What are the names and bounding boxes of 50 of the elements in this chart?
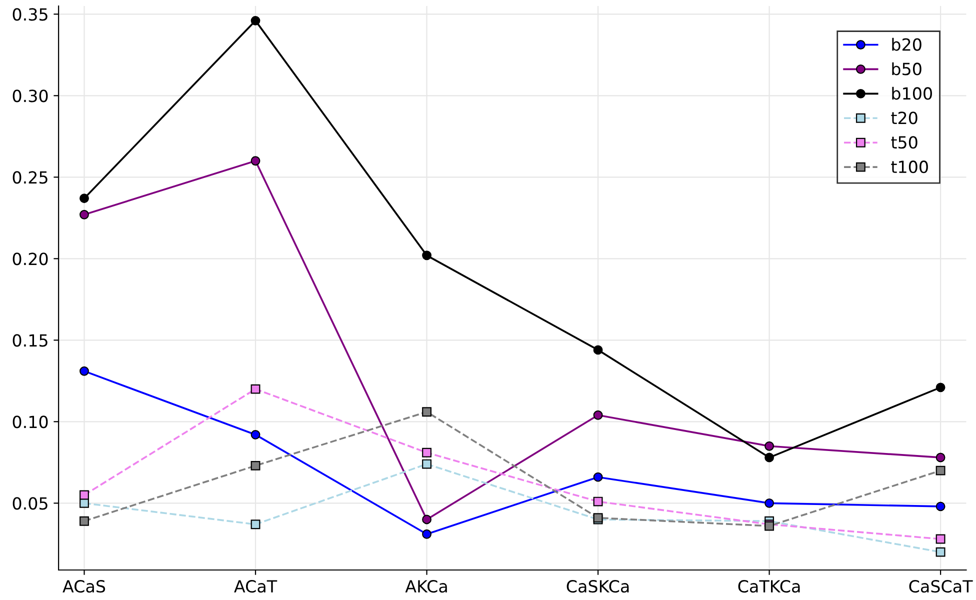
point (936, 452, 946, 462)
y-tick-label: 0.20 (12, 252, 48, 266)
point (422, 448, 432, 458)
legend-label: b20 (892, 38, 922, 51)
point (80, 194, 89, 204)
legend-label: b50 (892, 62, 922, 76)
y-tick-label: 0.05 (12, 497, 48, 510)
y-tick-label: 0.30 (12, 90, 48, 102)
point (80, 490, 89, 500)
x-tick-label: CaSKCa (566, 580, 629, 593)
point (593, 345, 603, 355)
x-tick-label: ACaS (62, 580, 106, 593)
point (764, 452, 774, 462)
point (80, 516, 89, 526)
point (593, 410, 603, 420)
point (936, 502, 946, 512)
x-tick-label: CaTKCa (738, 580, 800, 593)
legend-label: t20 (891, 112, 918, 124)
point (936, 466, 946, 476)
point (936, 534, 946, 544)
point (80, 366, 89, 376)
x-tick-label: ACaT (234, 580, 278, 593)
point (422, 514, 432, 524)
point (764, 441, 774, 451)
point (764, 498, 774, 508)
x-tick-label: CaSCaT (909, 580, 973, 593)
point (422, 407, 432, 417)
point (250, 384, 260, 394)
point (80, 210, 89, 220)
y-tick-label: 0.15 (12, 334, 48, 347)
point (250, 16, 260, 26)
legend-label: b100 (892, 86, 932, 100)
point (422, 459, 432, 469)
legend-label: t50 (891, 136, 918, 149)
point (250, 520, 260, 530)
point (250, 430, 260, 440)
point (936, 547, 946, 557)
y-tick-label: 0.35 (12, 8, 48, 21)
point (422, 250, 432, 260)
y-tick-label: 0.10 (12, 416, 48, 428)
point (250, 460, 260, 470)
point (936, 382, 946, 392)
point (422, 529, 432, 539)
x-tick-label: AKCa (405, 580, 447, 593)
point (593, 496, 603, 506)
y-tick-label: 0.25 (12, 171, 48, 184)
point (593, 472, 603, 482)
legend-label: t100 (891, 160, 928, 174)
point (80, 498, 89, 508)
point (250, 156, 260, 166)
